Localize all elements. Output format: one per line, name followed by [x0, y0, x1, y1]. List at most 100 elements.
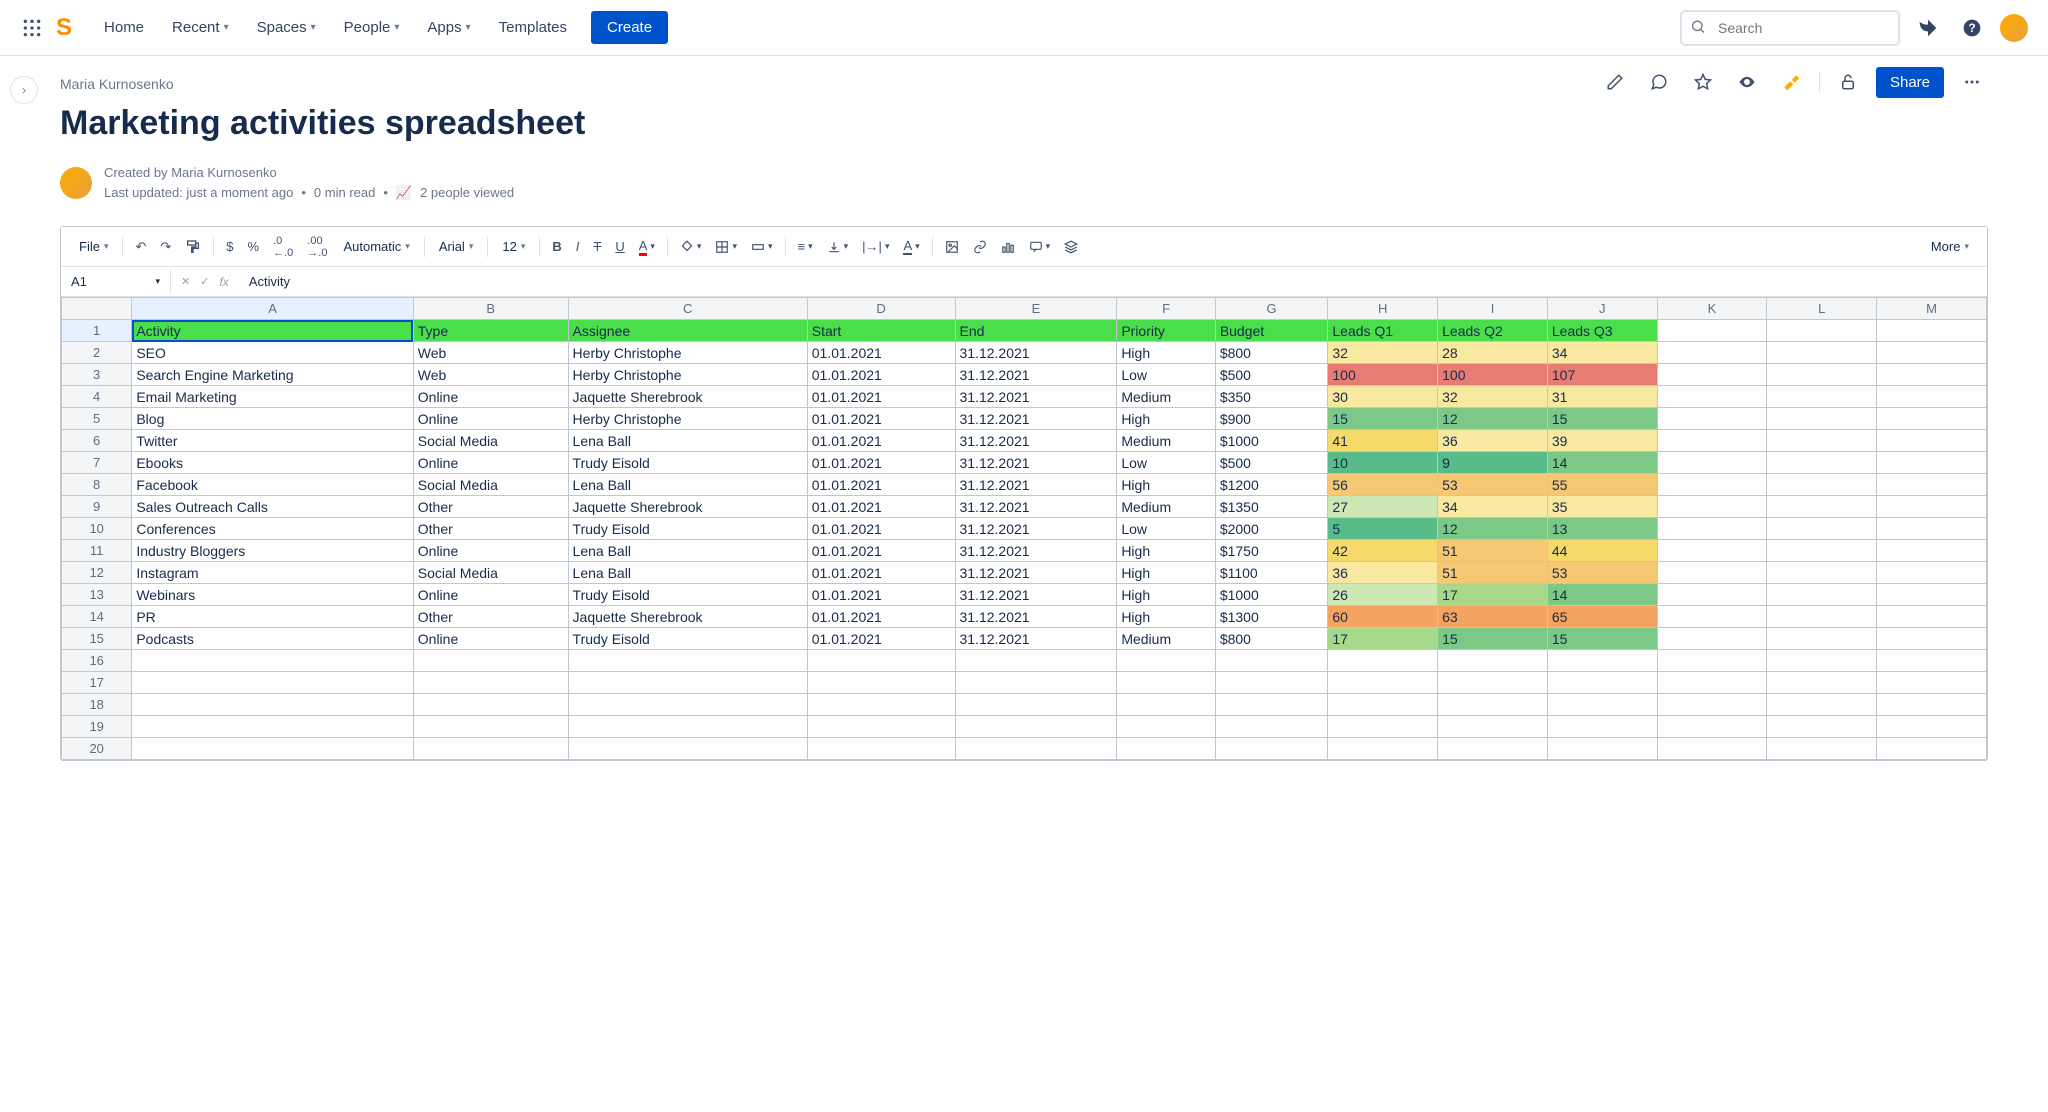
data-cell[interactable]: 31	[1547, 386, 1657, 408]
data-cell[interactable]: Jaquette Sherebrook	[568, 386, 807, 408]
empty-cell[interactable]	[1877, 716, 1987, 738]
data-cell[interactable]: 51	[1438, 540, 1548, 562]
empty-cell[interactable]	[1767, 540, 1877, 562]
empty-cell[interactable]	[955, 738, 1117, 760]
empty-cell[interactable]	[1767, 562, 1877, 584]
row-header[interactable]: 17	[62, 672, 132, 694]
data-cell[interactable]: $1200	[1215, 474, 1328, 496]
row-header[interactable]: 14	[62, 606, 132, 628]
empty-cell[interactable]	[1328, 694, 1438, 716]
merge-cells-icon[interactable]: ▾	[745, 236, 779, 258]
data-cell[interactable]: 28	[1438, 342, 1548, 364]
row-header[interactable]: 7	[62, 452, 132, 474]
empty-cell[interactable]	[1657, 584, 1767, 606]
empty-cell[interactable]	[1767, 342, 1877, 364]
data-cell[interactable]: 01.01.2021	[807, 540, 955, 562]
empty-cell[interactable]	[568, 650, 807, 672]
data-cell[interactable]: Email Marketing	[132, 386, 413, 408]
nav-recent[interactable]: Recent▾	[160, 11, 241, 44]
row-header[interactable]: 9	[62, 496, 132, 518]
data-cell[interactable]: SEO	[132, 342, 413, 364]
data-cell[interactable]: Trudy Eisold	[568, 584, 807, 606]
data-cell[interactable]: Low	[1117, 452, 1216, 474]
empty-cell[interactable]	[1215, 672, 1328, 694]
data-cell[interactable]: Online	[413, 584, 568, 606]
data-cell[interactable]: $350	[1215, 386, 1328, 408]
empty-cell[interactable]	[1657, 672, 1767, 694]
data-cell[interactable]: 01.01.2021	[807, 628, 955, 650]
empty-cell[interactable]	[413, 738, 568, 760]
empty-cell[interactable]	[413, 672, 568, 694]
data-cell[interactable]: 31.12.2021	[955, 474, 1117, 496]
data-cell[interactable]: 60	[1328, 606, 1438, 628]
data-cell[interactable]: Social Media	[413, 474, 568, 496]
corner-cell[interactable]	[62, 298, 132, 320]
empty-cell[interactable]	[1328, 672, 1438, 694]
data-cell[interactable]: High	[1117, 540, 1216, 562]
empty-cell[interactable]	[1438, 738, 1548, 760]
column-header[interactable]: J	[1547, 298, 1657, 320]
row-header[interactable]: 13	[62, 584, 132, 606]
data-cell[interactable]: Lena Ball	[568, 430, 807, 452]
data-cell[interactable]: High	[1117, 606, 1216, 628]
empty-cell[interactable]	[1767, 738, 1877, 760]
empty-cell[interactable]	[132, 738, 413, 760]
empty-cell[interactable]	[1657, 408, 1767, 430]
data-cell[interactable]: 26	[1328, 584, 1438, 606]
empty-cell[interactable]	[1657, 474, 1767, 496]
data-cell[interactable]: High	[1117, 474, 1216, 496]
row-header[interactable]: 20	[62, 738, 132, 760]
empty-cell[interactable]	[568, 672, 807, 694]
data-cell[interactable]: High	[1117, 584, 1216, 606]
borders-icon[interactable]: ▾	[709, 236, 743, 258]
data-cell[interactable]: 100	[1438, 364, 1548, 386]
empty-cell[interactable]	[1767, 452, 1877, 474]
data-cell[interactable]: Trudy Eisold	[568, 518, 807, 540]
row-header[interactable]: 10	[62, 518, 132, 540]
data-cell[interactable]: Podcasts	[132, 628, 413, 650]
header-cell[interactable]: End	[955, 320, 1117, 342]
row-header[interactable]: 2	[62, 342, 132, 364]
data-cell[interactable]: 56	[1328, 474, 1438, 496]
empty-cell[interactable]	[1657, 496, 1767, 518]
data-cell[interactable]: Social Media	[413, 562, 568, 584]
empty-cell[interactable]	[1767, 716, 1877, 738]
data-cell[interactable]: Online	[413, 386, 568, 408]
percent-icon[interactable]: %	[242, 235, 266, 258]
underline-icon[interactable]: U	[609, 235, 630, 258]
data-cell[interactable]: 53	[1547, 562, 1657, 584]
data-cell[interactable]: $1750	[1215, 540, 1328, 562]
data-cell[interactable]: $800	[1215, 628, 1328, 650]
empty-cell[interactable]	[1657, 694, 1767, 716]
data-cell[interactable]: 01.01.2021	[807, 430, 955, 452]
data-cell[interactable]: 34	[1438, 496, 1548, 518]
header-cell[interactable]: Leads Q2	[1438, 320, 1548, 342]
empty-cell[interactable]	[1438, 650, 1548, 672]
star-icon[interactable]	[1687, 66, 1719, 98]
empty-cell[interactable]	[1767, 408, 1877, 430]
empty-cell[interactable]	[955, 650, 1117, 672]
empty-cell[interactable]	[1547, 694, 1657, 716]
empty-cell[interactable]	[955, 672, 1117, 694]
empty-cell[interactable]	[1547, 738, 1657, 760]
row-header[interactable]: 16	[62, 650, 132, 672]
data-cell[interactable]: 53	[1438, 474, 1548, 496]
empty-cell[interactable]	[1657, 518, 1767, 540]
data-cell[interactable]: $2000	[1215, 518, 1328, 540]
column-header[interactable]: M	[1877, 298, 1987, 320]
data-cell[interactable]: 31.12.2021	[955, 342, 1117, 364]
data-cell[interactable]: 01.01.2021	[807, 452, 955, 474]
column-header[interactable]: A	[132, 298, 413, 320]
data-cell[interactable]: 01.01.2021	[807, 518, 955, 540]
empty-cell[interactable]	[1877, 694, 1987, 716]
horizontal-align-icon[interactable]: ≡▾	[792, 235, 819, 258]
empty-cell[interactable]	[1657, 342, 1767, 364]
data-cell[interactable]: 107	[1547, 364, 1657, 386]
empty-cell[interactable]	[1328, 650, 1438, 672]
data-cell[interactable]: 13	[1547, 518, 1657, 540]
data-cell[interactable]: 17	[1438, 584, 1548, 606]
restrictions-icon[interactable]	[1832, 66, 1864, 98]
bold-icon[interactable]: B	[546, 235, 567, 258]
data-cell[interactable]: 01.01.2021	[807, 386, 955, 408]
italic-icon[interactable]: I	[570, 235, 586, 258]
